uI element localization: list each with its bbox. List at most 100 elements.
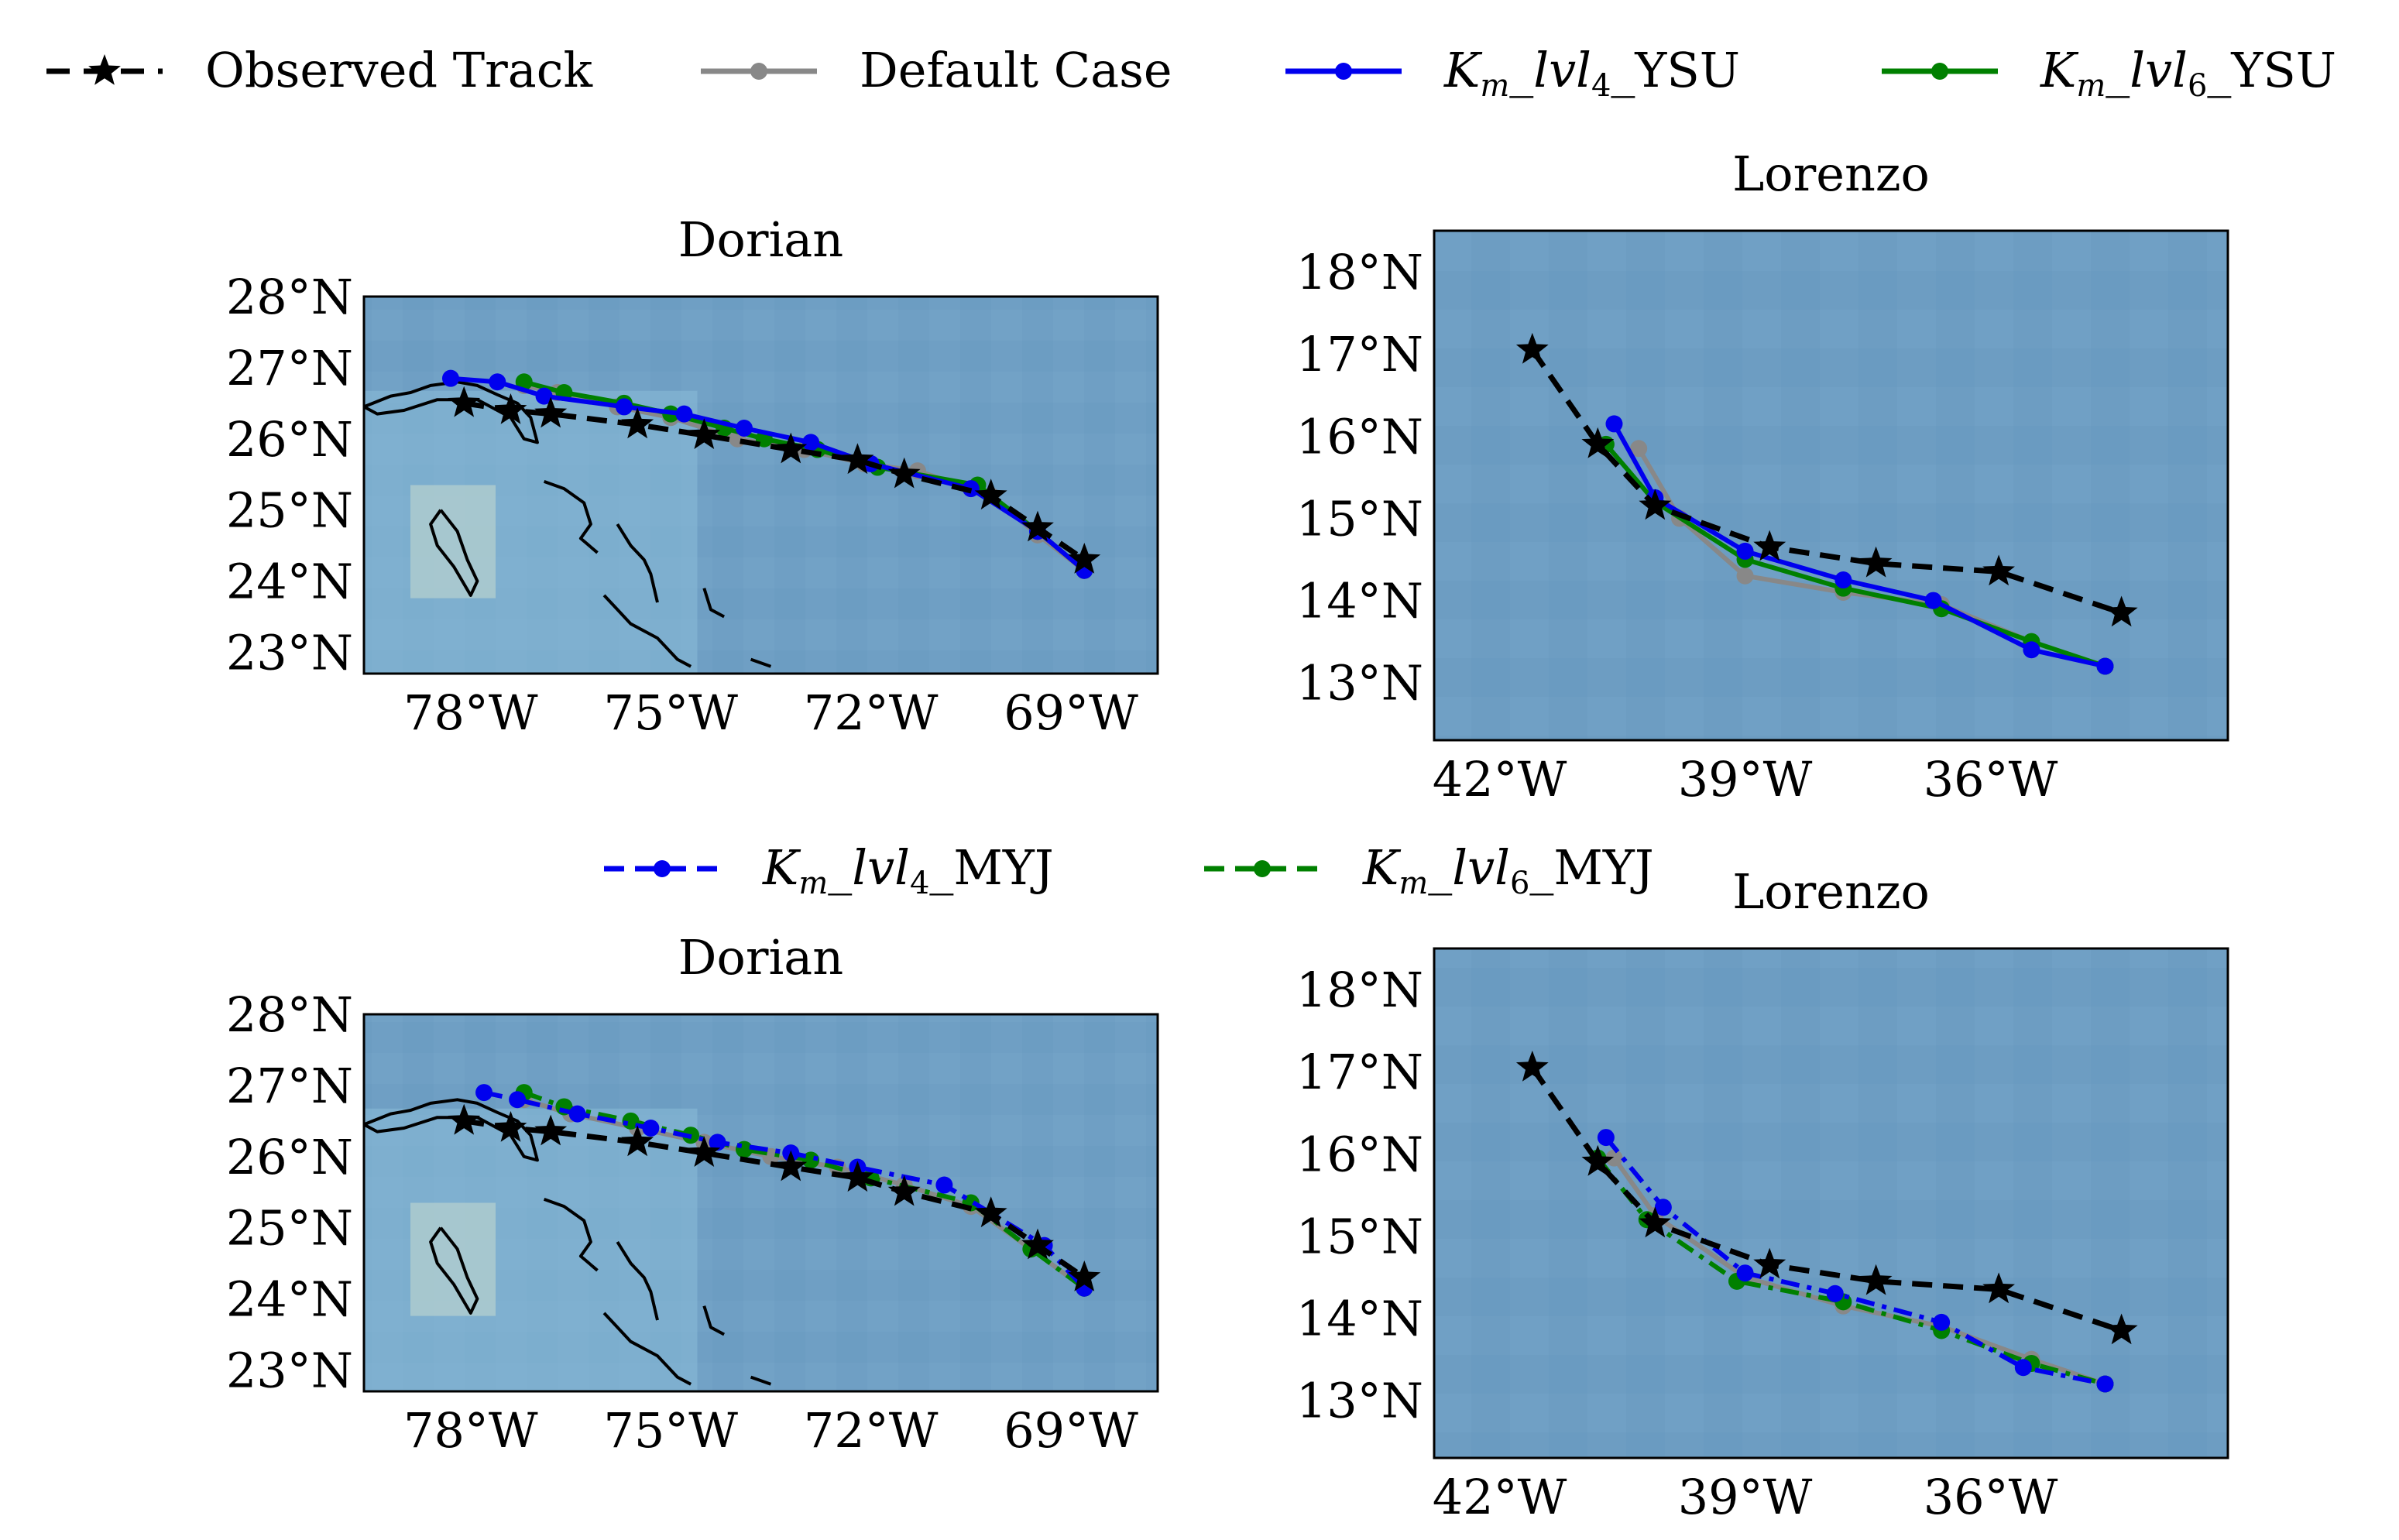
track-observed-track bbox=[448, 386, 1101, 574]
coastline bbox=[363, 380, 772, 668]
lon-tick-label: 75°W bbox=[603, 1402, 738, 1459]
track-point bbox=[1515, 332, 1549, 364]
legend-entry-3: Km_lvl6_YSU bbox=[1882, 42, 2336, 104]
ocean-background bbox=[1434, 231, 2228, 740]
track-point bbox=[534, 396, 568, 428]
legend-circle-marker bbox=[1254, 860, 1271, 877]
track-point bbox=[774, 1150, 808, 1182]
lat-tick-label: 13°N bbox=[1296, 655, 1423, 712]
track-point bbox=[1859, 1264, 1893, 1295]
legend-entry-2: Km_lvl4_YSU bbox=[1285, 42, 1740, 104]
coastline bbox=[363, 1098, 772, 1386]
track-point bbox=[1654, 1199, 1672, 1216]
lon-tick-label: 36°W bbox=[1924, 1469, 2058, 1525]
track-point bbox=[974, 1196, 1007, 1228]
track-observed-track bbox=[448, 1103, 1101, 1291]
lat-tick-label: 13°N bbox=[1296, 1373, 1423, 1429]
lat-tick-label: 14°N bbox=[1296, 573, 1423, 629]
lat-tick-label: 17°N bbox=[1296, 326, 1423, 382]
track-line bbox=[463, 400, 1086, 562]
track-point bbox=[489, 373, 506, 391]
map-frame bbox=[1433, 229, 2229, 742]
track-point bbox=[475, 1084, 493, 1102]
lat-tick-label: 16°N bbox=[1296, 408, 1423, 465]
legend-label-km-lvl4-ysu: Km_lvl4_YSU bbox=[1443, 42, 1740, 104]
map-frame bbox=[362, 1013, 1159, 1393]
track-point bbox=[688, 418, 721, 449]
lat-tick-label: 15°N bbox=[1296, 1208, 1423, 1264]
lat-tick-label: 14°N bbox=[1296, 1291, 1423, 1347]
map-panel-lorenzo-ysu: Lorenzo 42°W 39°W 36°W 13°N 14°N 15°N 16°N 17°N 1… bbox=[1296, 146, 2229, 808]
lon-tick-label: 78°W bbox=[403, 684, 538, 741]
lat-tick-label: 23°N bbox=[226, 1342, 353, 1398]
track-point bbox=[1605, 1149, 1623, 1167]
lon-tick-label: 72°W bbox=[804, 684, 939, 741]
track-point bbox=[887, 1175, 921, 1206]
track-point bbox=[1834, 571, 1852, 589]
track-point bbox=[1581, 427, 1615, 458]
legend-star-marker bbox=[88, 54, 121, 85]
track-point bbox=[887, 457, 921, 489]
map-title-lorenzo: Lorenzo bbox=[1732, 146, 1930, 202]
track-point bbox=[1068, 1260, 1101, 1291]
track-point bbox=[1597, 1129, 1615, 1147]
track-point bbox=[2014, 1359, 2032, 1377]
lat-tick-label: 18°N bbox=[1296, 962, 1423, 1018]
legend-top: Observed Track Default Case Km_lvl4_YSU Km_… bbox=[46, 42, 2336, 104]
lon-tick-label: 69°W bbox=[1004, 684, 1138, 741]
track-point bbox=[1630, 440, 1648, 458]
track-point bbox=[509, 1091, 527, 1109]
track-point bbox=[2105, 595, 2138, 627]
map-panel-lorenzo-myj: Lorenzo 42°W 39°W 36°W 13°N 14°N 15°N 16°N 17°N 1… bbox=[1296, 863, 2229, 1525]
track-point bbox=[615, 398, 633, 416]
track-point bbox=[774, 432, 808, 464]
legend-entry-0: Km_lvl4_MYJ bbox=[604, 839, 1054, 901]
land-region bbox=[410, 485, 496, 599]
lon-tick-label: 36°W bbox=[1924, 751, 2058, 808]
legend-label-km-lvl4-myj: Km_lvl4_MYJ bbox=[762, 839, 1054, 901]
track-point bbox=[621, 1125, 654, 1157]
track-point bbox=[1068, 543, 1101, 574]
track-point bbox=[448, 1103, 481, 1135]
lat-tick-label: 27°N bbox=[226, 340, 353, 396]
lat-tick-label: 17°N bbox=[1296, 1044, 1423, 1100]
track-point bbox=[2105, 1313, 2138, 1345]
lat-tick-label: 15°N bbox=[1296, 490, 1423, 547]
track-point bbox=[1982, 1272, 2015, 1304]
legend-label-observed-track: Observed Track bbox=[205, 42, 592, 98]
track-point bbox=[1515, 1050, 1549, 1082]
track-observed-track bbox=[1515, 332, 2138, 627]
lon-tick-label: 42°W bbox=[1433, 1469, 1567, 1525]
legend-label-km-lvl6-myj: Km_lvl6_MYJ bbox=[1362, 839, 1654, 901]
track-point bbox=[441, 369, 459, 387]
track-point bbox=[802, 434, 820, 451]
track-point bbox=[2023, 641, 2040, 659]
lon-tick-label: 42°W bbox=[1433, 751, 1567, 808]
track-point bbox=[1924, 592, 1942, 609]
track-point bbox=[2096, 1375, 2114, 1393]
track-point bbox=[1736, 542, 1754, 560]
legend-circle-marker bbox=[1335, 63, 1352, 80]
lon-tick-label: 39°W bbox=[1678, 1469, 1813, 1525]
track-point bbox=[1021, 510, 1054, 542]
legend-circle-marker bbox=[750, 63, 767, 80]
legend-circle-marker bbox=[1931, 63, 1948, 80]
map-frame bbox=[362, 295, 1159, 675]
lat-tick-label: 25°N bbox=[226, 1200, 353, 1257]
track-point bbox=[621, 407, 654, 439]
track-point bbox=[935, 1176, 953, 1194]
legend-entry-1: Default Case bbox=[701, 42, 1172, 98]
track-point bbox=[568, 1105, 586, 1123]
track-point bbox=[1581, 1144, 1615, 1176]
track-point bbox=[841, 443, 874, 475]
lat-tick-label: 16°N bbox=[1296, 1126, 1423, 1182]
map-title-lorenzo: Lorenzo bbox=[1732, 863, 1930, 920]
map-title-dorian: Dorian bbox=[678, 211, 843, 268]
map-frame bbox=[1433, 947, 2229, 1459]
lon-tick-label: 75°W bbox=[603, 684, 738, 741]
legend-entry-1: Km_lvl6_MYJ bbox=[1204, 839, 1654, 901]
track-point bbox=[535, 387, 553, 405]
track-point bbox=[1859, 546, 1893, 578]
lon-tick-label: 39°W bbox=[1678, 751, 1813, 808]
